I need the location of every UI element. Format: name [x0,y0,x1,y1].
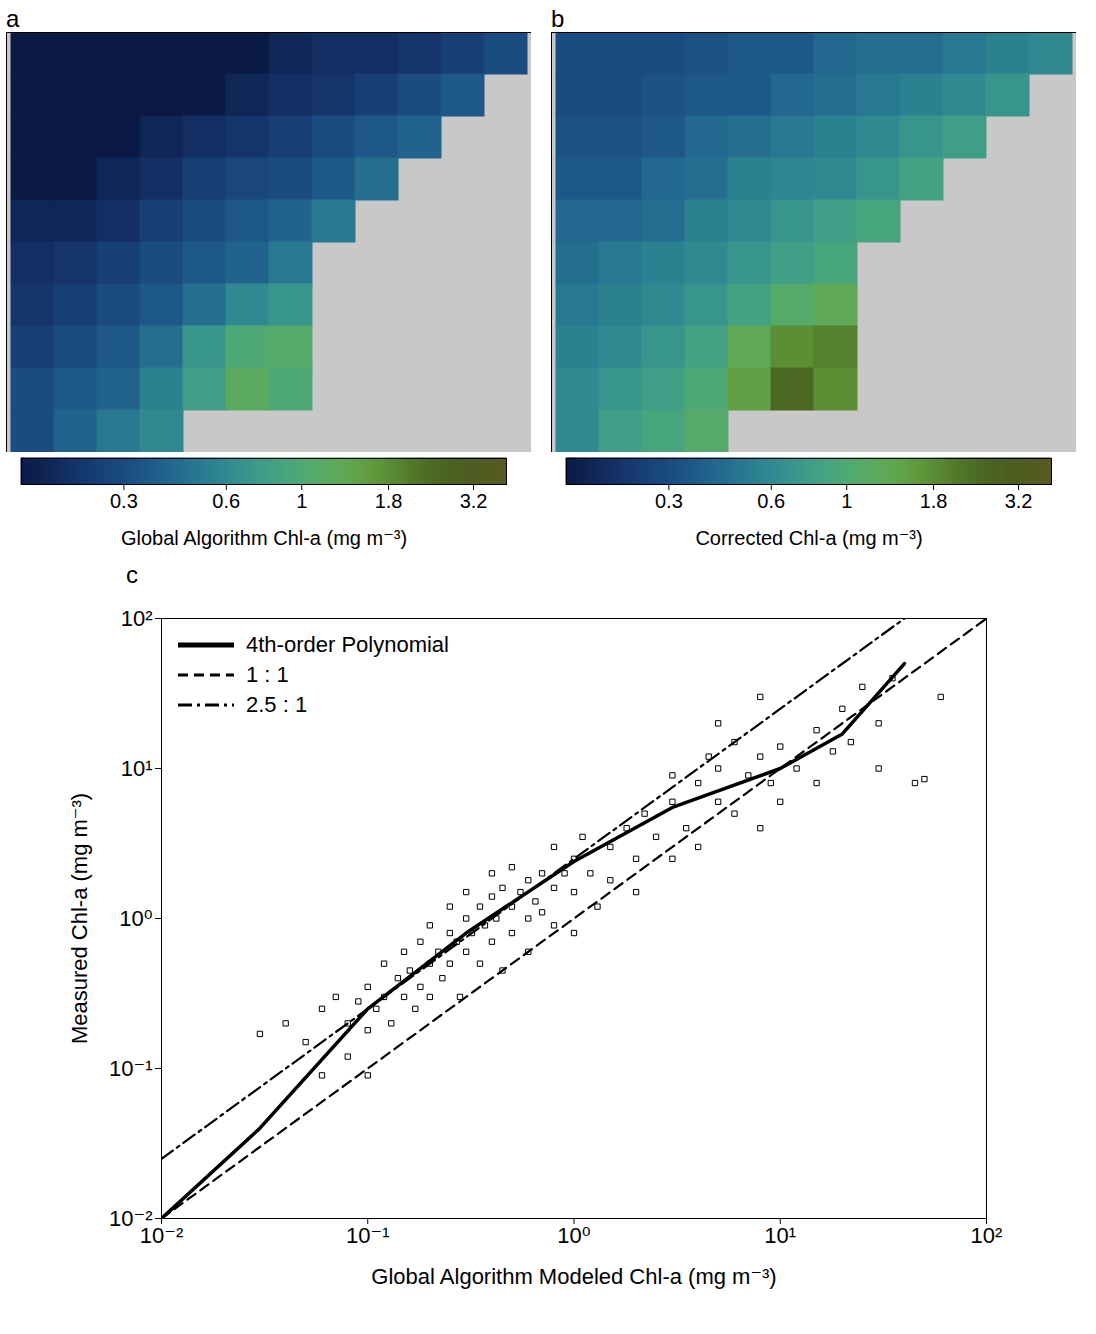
html-text:a: a [6,5,20,32]
html-text:b: b [551,5,565,32]
svg-text:10¹: 10¹ [121,756,153,781]
svg-text:10⁰: 10⁰ [119,906,152,931]
svg-text:0.6: 0.6 [212,490,240,512]
svg-text:1: 1 [296,490,307,512]
svg-text:Global Algorithm Chl-a (mg m⁻³: Global Algorithm Chl-a (mg m⁻³) [121,527,407,549]
svg-text:10⁻¹: 10⁻¹ [346,1223,389,1248]
svg-text:10⁰: 10⁰ [557,1223,590,1248]
html-text:1 : 1: 1 : 1 [246,662,289,687]
svg-text:10¹: 10¹ [764,1223,796,1248]
svg-text:0.6: 0.6 [757,490,785,512]
svg-text:3.2: 3.2 [1005,490,1033,512]
svg-text:10⁻¹: 10⁻¹ [109,1056,152,1081]
svg-text:0.3: 0.3 [110,490,138,512]
svg-text:10²: 10² [121,606,153,631]
svg-text:Global Algorithm Modeled Chl-a: Global Algorithm Modeled Chl-a (mg m⁻³) [371,1264,776,1289]
html-text:2.5 : 1: 2.5 : 1 [246,692,308,717]
html-text:4th-order Polynomial: 4th-order Polynomial [246,632,449,657]
svg-text:1.8: 1.8 [375,490,403,512]
svg-text:1.8: 1.8 [920,490,948,512]
html-text:c: c [126,561,138,588]
svg-text:Measured Chl-a (mg m⁻³): Measured Chl-a (mg m⁻³) [67,793,92,1044]
svg-text:10⁻²: 10⁻² [140,1223,183,1248]
svg-text:Corrected Chl-a (mg m⁻³): Corrected Chl-a (mg m⁻³) [695,527,922,549]
svg-text:10²: 10² [971,1223,1003,1248]
svg-text:3.2: 3.2 [460,490,488,512]
svg-text:10⁻²: 10⁻² [109,1205,153,1231]
svg-text:0.3: 0.3 [655,490,683,512]
svg-text:1: 1 [841,490,852,512]
